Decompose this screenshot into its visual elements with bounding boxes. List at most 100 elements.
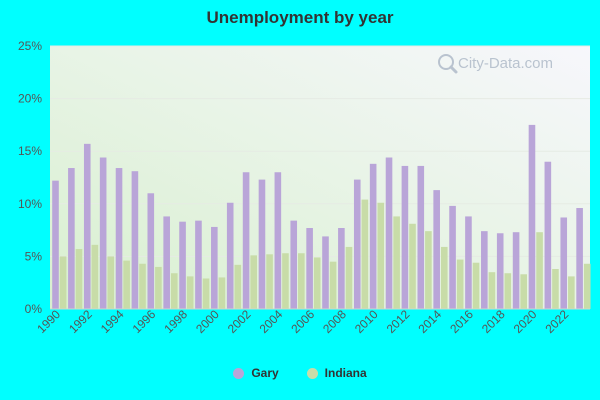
bar-indiana-2003[interactable] (266, 254, 273, 309)
bar-indiana-1991[interactable] (75, 249, 83, 309)
y-tick-label: 10% (18, 197, 42, 211)
legend-item-gary[interactable]: Gary (233, 366, 279, 380)
bar-indiana-2002[interactable] (250, 255, 257, 309)
bar-indiana-2019[interactable] (520, 274, 527, 309)
bar-indiana-2021[interactable] (552, 269, 559, 309)
bar-gary-2007[interactable] (322, 236, 329, 309)
x-tick-label: 2014 (415, 307, 444, 336)
bar-gary-2009[interactable] (353, 179, 361, 309)
bar-gary-2018[interactable] (496, 233, 504, 309)
bar-gary-2020[interactable] (528, 124, 536, 310)
y-tick-label: 15% (18, 144, 42, 158)
bar-indiana-2000[interactable] (218, 277, 226, 309)
bar-gary-1999[interactable] (195, 220, 202, 309)
bar-gary-2002[interactable] (242, 172, 250, 309)
bar-indiana-1990[interactable] (59, 256, 67, 309)
bar-gary-1992[interactable] (83, 143, 91, 309)
x-tick-label: 1996 (130, 307, 159, 336)
bar-gary-2012[interactable] (401, 165, 409, 309)
bar-gary-2021[interactable] (544, 161, 552, 309)
bar-indiana-2011[interactable] (393, 216, 400, 309)
y-tick-label: 5% (25, 249, 43, 263)
bar-gary-2013[interactable] (417, 165, 425, 309)
bar-gary-2019[interactable] (512, 232, 520, 309)
bar-indiana-2015[interactable] (456, 259, 464, 309)
y-tick-label: 25% (18, 39, 42, 53)
y-tick-label: 20% (18, 92, 42, 106)
bar-indiana-2007[interactable] (329, 261, 337, 309)
bar-indiana-2009[interactable] (361, 199, 369, 309)
bar-indiana-2004[interactable] (282, 253, 289, 309)
bar-indiana-2022[interactable] (568, 276, 575, 309)
bar-indiana-1994[interactable] (123, 260, 130, 309)
bar-indiana-2018[interactable] (504, 273, 512, 309)
x-axis: 1990 1992 1994 1996 1998 2000 2002 2004 2006 2008… (34, 307, 590, 336)
bar-indiana-1999[interactable] (202, 278, 210, 309)
bar-gary-2004[interactable] (274, 172, 282, 309)
bar-gary-1990[interactable] (52, 180, 59, 309)
x-tick-label: 2010 (352, 307, 381, 336)
bar-indiana-1997[interactable] (170, 273, 178, 309)
bar-gary-1991[interactable] (68, 168, 75, 309)
watermark-text: City-Data.com (458, 55, 553, 72)
bar-indiana-2010[interactable] (377, 202, 385, 309)
bar-indiana-2020[interactable] (536, 232, 543, 309)
bar-gary-2001[interactable] (226, 202, 234, 309)
bar-gary-2015[interactable] (449, 205, 456, 309)
bar-indiana-2016[interactable] (472, 262, 480, 309)
bar-indiana-2006[interactable] (313, 257, 321, 309)
bar-gary-2000[interactable] (211, 226, 218, 309)
bar-indiana-1998[interactable] (186, 276, 194, 309)
x-tick-label: 2006 (288, 307, 317, 336)
bar-gary-2014[interactable] (433, 190, 440, 309)
x-tick-label: 2016 (447, 307, 476, 336)
legend-label: Indiana (324, 366, 367, 380)
legend-item-indiana[interactable]: Indiana (306, 366, 367, 380)
chart-title: Unemployment by year (206, 8, 394, 27)
bar-indiana-2014[interactable] (440, 246, 448, 309)
bar-gary-1994[interactable] (115, 168, 123, 309)
bar-gary-2017[interactable] (481, 231, 488, 309)
x-tick-label: 1998 (161, 307, 190, 336)
x-tick-label: 2000 (193, 307, 222, 336)
x-tick-label: 2002 (225, 307, 254, 336)
bar-indiana-1996[interactable] (155, 266, 162, 309)
bar-gary-1996[interactable] (147, 193, 155, 309)
bar-indiana-1993[interactable] (107, 256, 115, 309)
bar-gary-2006[interactable] (306, 228, 313, 309)
legend: Gary Indiana (0, 366, 600, 380)
bar-gary-2023[interactable] (576, 208, 583, 309)
bar-gary-2016[interactable] (465, 216, 472, 309)
bar-gary-1993[interactable] (99, 157, 107, 309)
watermark: City-Data.com (438, 54, 553, 74)
legend-swatch (306, 367, 318, 379)
x-tick-label: 2018 (479, 307, 508, 336)
y-tick-label: 0% (25, 302, 43, 316)
bar-gary-2010[interactable] (369, 163, 377, 309)
x-tick-label: 2008 (320, 307, 349, 336)
x-tick-label: 1992 (66, 307, 95, 336)
bar-gary-2011[interactable] (385, 157, 393, 309)
bar-indiana-2001[interactable] (234, 264, 242, 309)
bar-indiana-2013[interactable] (425, 231, 432, 309)
bar-gary-2005[interactable] (290, 220, 298, 309)
x-tick-label: 1994 (98, 307, 127, 336)
bar-indiana-2023[interactable] (583, 263, 591, 309)
x-tick-label: 2022 (543, 307, 572, 336)
x-tick-label: 2020 (511, 307, 540, 336)
bar-gary-1995[interactable] (131, 171, 139, 309)
bar-indiana-1995[interactable] (139, 263, 146, 309)
bar-gary-2022[interactable] (560, 217, 568, 309)
x-tick-label: 2004 (257, 307, 286, 336)
bar-gary-1998[interactable] (179, 221, 186, 309)
bars (52, 124, 591, 310)
bar-indiana-2005[interactable] (298, 253, 305, 309)
bar-gary-1997[interactable] (163, 216, 170, 309)
bar-indiana-2008[interactable] (345, 246, 353, 309)
bar-indiana-2017[interactable] (488, 272, 496, 309)
bar-indiana-2012[interactable] (409, 223, 416, 309)
bar-indiana-1992[interactable] (91, 244, 99, 309)
bar-gary-2003[interactable] (258, 179, 266, 309)
legend-label: Gary (251, 366, 279, 380)
bar-gary-2008[interactable] (338, 228, 345, 309)
